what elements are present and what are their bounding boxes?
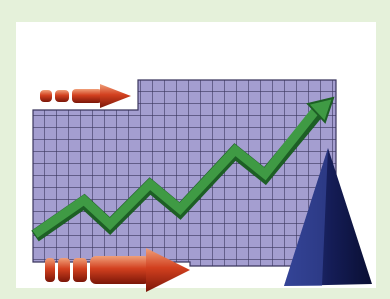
page <box>0 0 390 299</box>
illustration <box>0 0 390 299</box>
